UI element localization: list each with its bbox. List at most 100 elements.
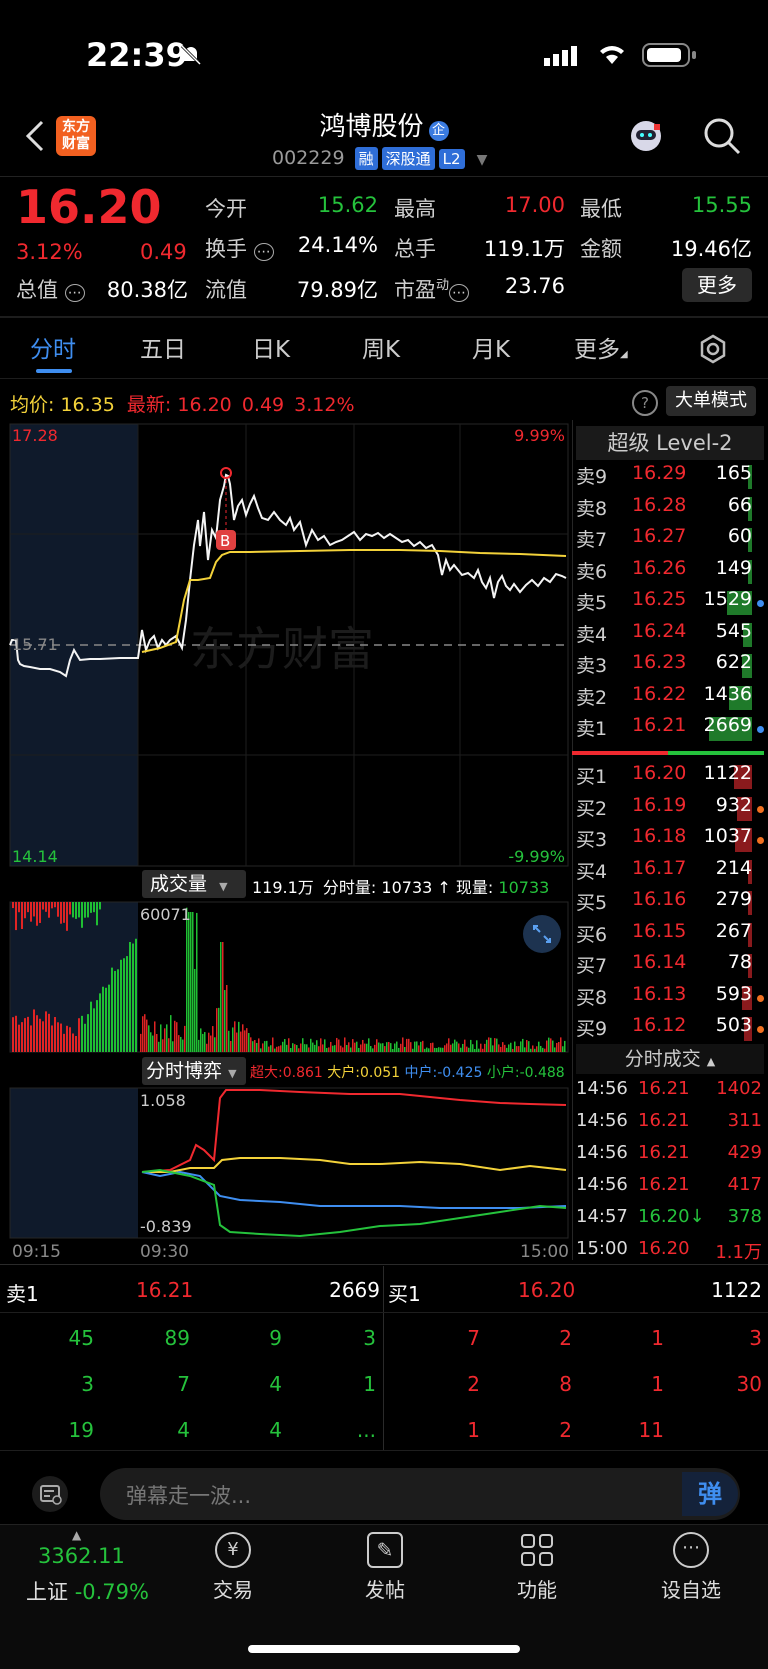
stock-title[interactable]: 鸿博股份 企	[0, 106, 768, 143]
volume-bar	[27, 1016, 29, 1052]
volume-bar	[60, 1023, 62, 1052]
volume-bar	[368, 1038, 370, 1052]
danmaku-settings-icon[interactable]	[32, 1476, 68, 1512]
tab-intraday[interactable]: 分时	[30, 337, 76, 363]
volume-bar	[84, 902, 86, 918]
trade-price: 16.21	[638, 1110, 690, 1131]
volume-bar	[456, 1041, 458, 1052]
nav-post[interactable]: ✎ 发帖	[330, 1532, 440, 1603]
ask-row[interactable]: 卖8 16.28 66	[576, 494, 768, 525]
bid-row[interactable]: 买6 16.15 267	[576, 920, 768, 951]
volume-bar	[422, 1040, 424, 1052]
volume-bar	[514, 1041, 516, 1052]
volume-bar	[158, 1041, 160, 1052]
volume-bar	[480, 1043, 482, 1052]
volume-label-button[interactable]: 成交量 ▼	[142, 870, 246, 898]
trade-price: 16.21	[638, 1078, 690, 1099]
gear-icon[interactable]	[698, 334, 728, 368]
volume-bar	[312, 1042, 314, 1052]
info-dots-icon: ⋯	[449, 284, 470, 302]
game-label-button[interactable]: 分时博弈 ▼	[142, 1057, 246, 1085]
trade-price: 16.20↓	[638, 1206, 705, 1227]
big-player-value: 0.051	[359, 1065, 401, 1081]
bid-row[interactable]: 买4 16.17 214	[576, 857, 768, 888]
volume-bar	[238, 1021, 240, 1052]
minute-volume: 10733	[381, 878, 433, 897]
bid-row[interactable]: 买5 16.16 279	[576, 888, 768, 919]
volume-bar	[21, 1022, 23, 1052]
volume-bar	[87, 1014, 89, 1052]
level2-header[interactable]: 超级 Level-2	[576, 426, 764, 460]
level-label: 买9	[576, 1018, 608, 1040]
expand-icon-bg	[523, 915, 561, 953]
bid-row[interactable]: 买7 16.14 78	[576, 951, 768, 982]
volume-bar	[280, 1045, 282, 1052]
ask-row[interactable]: 卖5 16.25 1529	[576, 588, 768, 619]
ask-row[interactable]: 卖3 16.23 622	[576, 651, 768, 682]
qty-bar	[748, 954, 752, 978]
tab-monthly-k[interactable]: 月K	[472, 337, 511, 363]
axis-game-bottom: -0.839	[140, 1217, 192, 1236]
robot-assistant-icon[interactable]	[626, 116, 666, 156]
ask-row[interactable]: 卖7 16.27 60	[576, 525, 768, 556]
bid-row[interactable]: 买9 16.12 503	[576, 1014, 768, 1045]
back-arrow-icon[interactable]	[22, 118, 46, 158]
pe-label[interactable]: 市盈动 ⋯	[394, 274, 470, 304]
qty-bar	[744, 1017, 752, 1041]
volume-bar	[51, 1025, 53, 1052]
index-value[interactable]: 3362.11	[38, 1544, 125, 1568]
level-price: 16.20	[632, 762, 687, 784]
volume-bar	[372, 1048, 374, 1052]
ask-row[interactable]: 卖6 16.26 149	[576, 557, 768, 588]
intraday-chart[interactable]: 东方财富 B 17.28 15.71 14.14 9.99% -9.99% 60…	[0, 420, 572, 1260]
tab-five-day[interactable]: 五日	[140, 337, 186, 363]
search-icon[interactable]	[702, 116, 742, 160]
level-qty: 1122	[703, 762, 752, 784]
danmaku-input[interactable]: 弹幕走一波...	[100, 1468, 740, 1520]
nav-functions[interactable]: 功能	[482, 1532, 592, 1603]
big-order-mode-button[interactable]: 大单模式	[666, 386, 756, 416]
volume-bar	[72, 902, 74, 918]
volume-bar	[258, 1038, 260, 1052]
level-qty: 279	[715, 888, 752, 910]
volume-bar	[208, 1032, 210, 1052]
stock-subtitle[interactable]: 002229 融深股通 L2 ▼	[272, 147, 487, 170]
help-icon[interactable]: ?	[632, 390, 658, 416]
tab-more[interactable]: 更多◢	[574, 330, 628, 364]
logo-line1: 东方	[62, 119, 90, 135]
volume-bar	[350, 1047, 352, 1052]
ask-row[interactable]: 卖9 16.29 165	[576, 462, 768, 493]
danmaku-send-button[interactable]: 弹	[682, 1472, 738, 1516]
mktcap-value: 80.38亿	[106, 278, 188, 302]
bid-row[interactable]: 买8 16.13 593	[576, 983, 768, 1014]
now-volume: 10733	[498, 878, 550, 897]
trades-header[interactable]: 分时成交 ▲	[576, 1044, 764, 1074]
nav-trade[interactable]: ¥ 交易	[178, 1532, 288, 1603]
volume-bar	[48, 1013, 50, 1052]
ask-row[interactable]: 卖2 16.22 1436	[576, 683, 768, 714]
bid-row[interactable]: 买2 16.19 932	[576, 794, 768, 825]
volume-bar	[334, 1045, 336, 1052]
volume-bar	[390, 1043, 392, 1052]
bid-row[interactable]: 买1 16.20 1122	[576, 762, 768, 793]
volume-bar	[123, 958, 125, 1052]
volume-bar	[33, 1009, 35, 1052]
queue-buy-cell: 2	[559, 1418, 572, 1442]
volume-bar	[266, 1040, 268, 1052]
tab-daily-k[interactable]: 日K	[252, 337, 291, 363]
level-qty: 78	[727, 951, 752, 973]
more-button[interactable]: 更多	[682, 268, 752, 302]
volume-bar	[260, 1048, 262, 1052]
ask-row[interactable]: 卖1 16.21 2669	[576, 714, 768, 745]
volume-bar	[168, 1038, 170, 1052]
mktcap-label[interactable]: 总值 ⋯	[16, 274, 85, 304]
trade-time: 14:56	[576, 1142, 628, 1163]
turnover-label[interactable]: 换手 ⋯	[205, 233, 274, 263]
volume-bar	[416, 1041, 418, 1052]
tab-weekly-k[interactable]: 周K	[362, 337, 401, 363]
nav-add-watchlist[interactable]: ⋯ 设自选	[636, 1532, 746, 1603]
level-label: 卖9	[576, 466, 608, 488]
index-ticker[interactable]: 上证 -0.79%	[26, 1576, 149, 1606]
bid-row[interactable]: 买3 16.18 1037	[576, 825, 768, 856]
ask-row[interactable]: 卖4 16.24 545	[576, 620, 768, 651]
